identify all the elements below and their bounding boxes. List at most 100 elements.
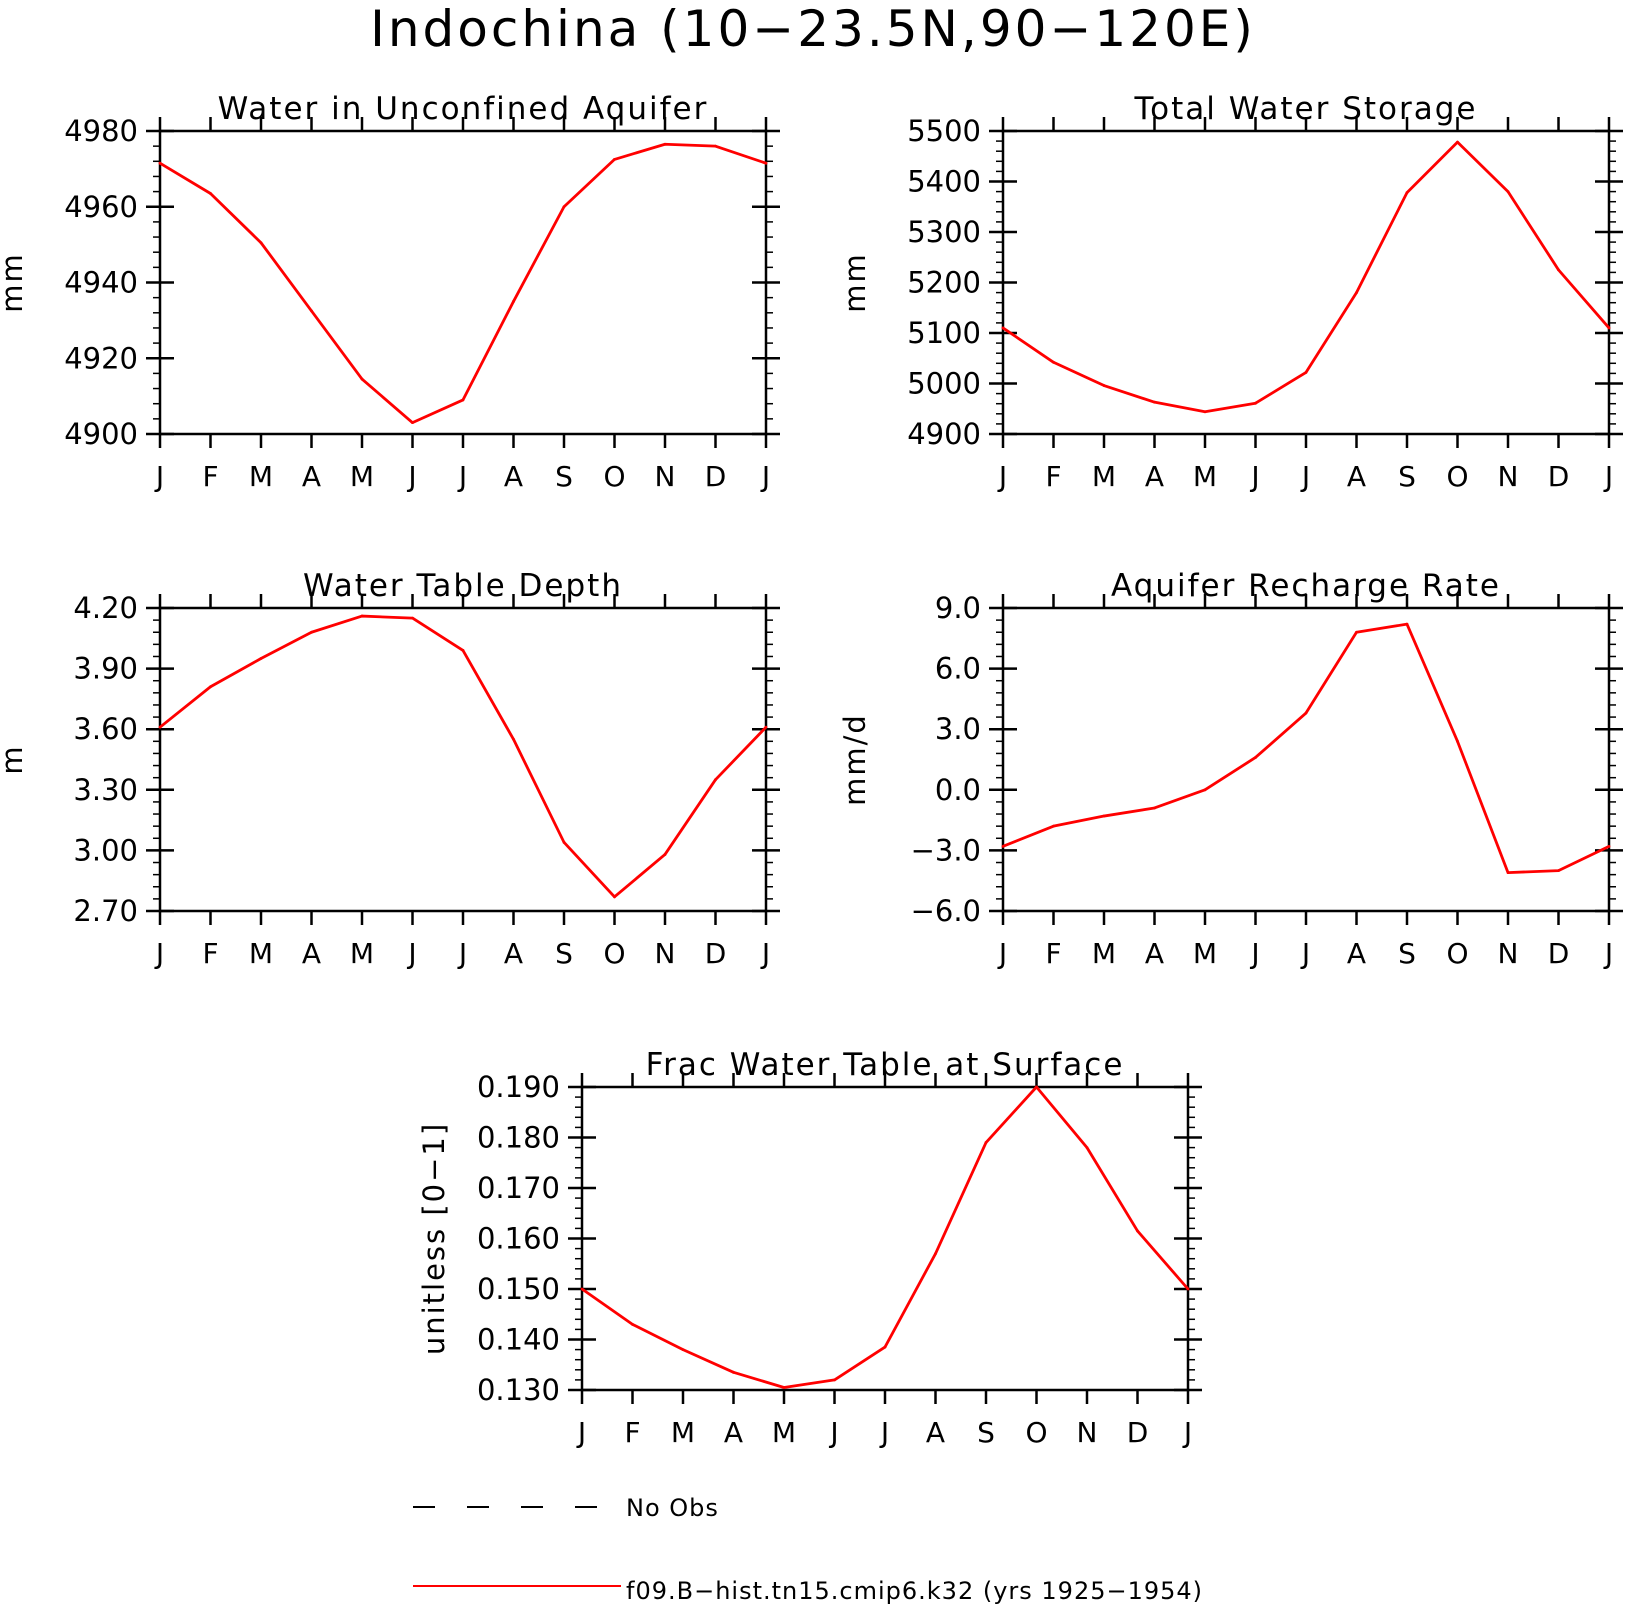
x-tick-label: J <box>997 937 1007 970</box>
legend-swatch-no-obs <box>413 1506 603 1508</box>
data-point <box>158 725 162 729</box>
x-tick-label: A <box>1347 937 1366 970</box>
data-point <box>1136 1229 1139 1233</box>
x-tick-label: N <box>1077 1416 1098 1449</box>
x-tick-label: M <box>671 1416 695 1449</box>
data-point <box>883 1345 887 1349</box>
x-tick-label: S <box>555 937 573 970</box>
data-point <box>714 144 717 148</box>
x-tick-label: D <box>705 460 727 493</box>
data-point <box>764 161 768 165</box>
y-axis-label: mm <box>0 252 29 313</box>
x-tick-label: J <box>760 460 770 493</box>
data-point <box>613 895 616 899</box>
data-point <box>1355 291 1358 294</box>
x-tick-label: A <box>504 937 523 970</box>
y-tick-label: 0.140 <box>477 1323 560 1357</box>
x-tick-label: D <box>1548 937 1570 970</box>
data-point <box>663 853 667 856</box>
x-tick-label: F <box>1045 937 1061 970</box>
data-point <box>1102 384 1106 387</box>
x-tick-label: J <box>760 937 770 970</box>
x-tick-label: O <box>1446 460 1468 493</box>
data-point <box>1001 326 1005 330</box>
data-point <box>1405 191 1409 195</box>
data-point <box>1405 622 1409 626</box>
data-point <box>1456 140 1459 144</box>
data-point <box>613 158 616 161</box>
data-point <box>1186 1287 1190 1291</box>
x-tick-label: D <box>1127 1416 1149 1449</box>
y-tick-label: 0.190 <box>477 1070 560 1104</box>
x-tick-label: N <box>1498 460 1519 493</box>
y-tick-label: −6.0 <box>911 894 981 928</box>
chart-title: Total Water Storage <box>1133 91 1477 127</box>
x-tick-label: O <box>603 937 625 970</box>
data-point <box>1102 814 1106 818</box>
series-line-recharge-rate <box>1002 622 1610 875</box>
x-tick-label: J <box>1603 460 1613 493</box>
data-point <box>833 1378 836 1382</box>
data-point <box>360 614 364 618</box>
y-tick-label: 3.30 <box>73 773 138 807</box>
x-tick-label: M <box>772 1416 796 1449</box>
x-tick-label: J <box>406 460 416 493</box>
y-tick-label: 4.20 <box>73 591 138 625</box>
legend-label-no-obs: No Obs <box>626 1494 719 1522</box>
y-tick-label: 5000 <box>907 367 981 401</box>
x-tick-label: O <box>603 460 625 493</box>
y-tick-label: 3.60 <box>73 712 138 746</box>
x-tick-label: S <box>1398 937 1416 970</box>
y-tick-label: 5100 <box>907 316 981 350</box>
plot-frame <box>158 129 768 436</box>
data-point <box>714 778 717 782</box>
plot-frame <box>1001 129 1611 436</box>
x-tick-label: J <box>154 937 164 970</box>
x-tick-label: F <box>1045 460 1061 493</box>
data-point <box>1052 824 1055 828</box>
y-tick-label: −3.0 <box>911 833 981 867</box>
x-tick-label: J <box>1249 460 1259 493</box>
y-tick-label: 3.00 <box>73 833 138 867</box>
data-point <box>1153 400 1156 404</box>
y-axis-label: unitless [0−1] <box>417 1122 451 1355</box>
data-point <box>1254 756 1257 759</box>
y-tick-label: 0.160 <box>477 1222 560 1256</box>
x-tick-label: A <box>724 1416 743 1449</box>
data-point <box>1254 401 1257 405</box>
x-tick-label: O <box>1025 1416 1047 1449</box>
x-tick-label: A <box>926 1416 945 1449</box>
y-tick-label: 4980 <box>64 114 138 148</box>
x-tick-label: J <box>457 937 467 970</box>
data-point <box>209 685 212 689</box>
data-point <box>310 309 313 313</box>
x-tick-label: J <box>879 1416 889 1449</box>
y-tick-label: 4920 <box>64 341 138 375</box>
y-axis-label: mm/d <box>838 713 872 806</box>
x-tick-label: M <box>350 937 374 970</box>
y-tick-label: 5500 <box>907 114 981 148</box>
data-point <box>1506 190 1510 194</box>
y-tick-label: 5300 <box>907 215 981 249</box>
legend-swatch-model <box>413 1585 621 1587</box>
y-tick-label: 5400 <box>907 165 981 199</box>
y-tick-label: 5200 <box>907 266 981 300</box>
y-tick-label: 0.180 <box>477 1121 560 1155</box>
y-tick-label: 0.0 <box>935 773 981 807</box>
x-tick-label: A <box>1347 460 1366 493</box>
x-tick-label: M <box>249 937 273 970</box>
y-tick-label: 0.130 <box>477 1373 560 1407</box>
x-tick-label: J <box>1603 937 1613 970</box>
x-tick-label: J <box>1249 937 1259 970</box>
x-tick-label: J <box>1182 1416 1192 1449</box>
data-point <box>158 161 162 165</box>
data-point <box>461 398 465 402</box>
x-tick-label: M <box>1092 937 1116 970</box>
data-point <box>782 1386 786 1389</box>
data-point <box>1607 844 1611 848</box>
data-point <box>1557 268 1560 272</box>
